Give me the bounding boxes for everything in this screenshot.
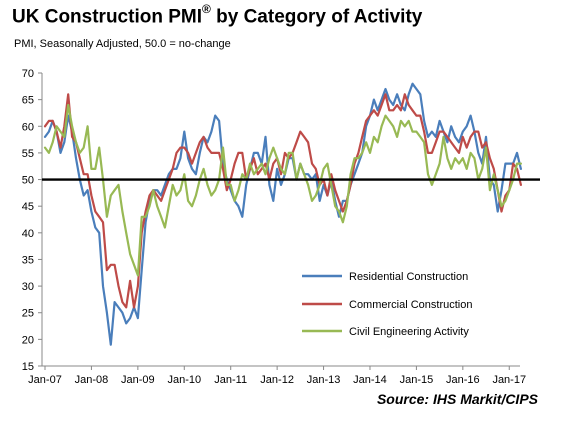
series-line-3	[43, 103, 523, 277]
x-tick-label: Jan-11	[214, 374, 247, 386]
y-tick-label: 25	[22, 308, 34, 320]
x-tick-label: Jan-10	[167, 374, 201, 386]
y-tick-label: 35	[22, 254, 34, 266]
y-tick-label: 65	[22, 95, 34, 107]
x-tick-label: Jan-14	[353, 374, 387, 386]
y-tick-label: 60	[22, 121, 34, 133]
x-tick-label: Jan-17	[492, 374, 526, 386]
legend-label: Commercial Construction	[349, 299, 472, 311]
y-tick-label: 55	[22, 148, 34, 160]
x-tick-label: Jan-07	[28, 374, 62, 386]
x-tick-label: Jan-08	[75, 374, 109, 386]
series-line-2	[43, 93, 523, 309]
y-tick-label: 20	[22, 334, 34, 346]
x-tick-label: Jan-16	[446, 374, 480, 386]
y-tick-label: 50	[22, 175, 34, 187]
x-tick-label: Jan-15	[400, 374, 434, 386]
chart-subtitle: PMI, Seasonally Adjusted, 50.0 = no-chan…	[14, 38, 231, 50]
legend-label: Residential Construction	[349, 271, 468, 283]
y-tick-label: 15	[22, 361, 34, 373]
y-tick-label: 30	[22, 281, 34, 293]
chart-title: UK Construction PMI® by Category of Acti…	[12, 2, 423, 28]
x-tick-label: Jan-12	[260, 374, 294, 386]
y-tick-label: 45	[22, 201, 34, 213]
legend-label: Civil Engineering Activity	[349, 326, 469, 338]
x-tick-label: Jan-09	[121, 374, 155, 386]
source-note: Source: IHS Markit/CIPS	[376, 391, 538, 407]
y-tick-label: 40	[22, 228, 34, 240]
x-tick-label: Jan-13	[307, 374, 341, 386]
y-tick-label: 70	[22, 68, 34, 80]
